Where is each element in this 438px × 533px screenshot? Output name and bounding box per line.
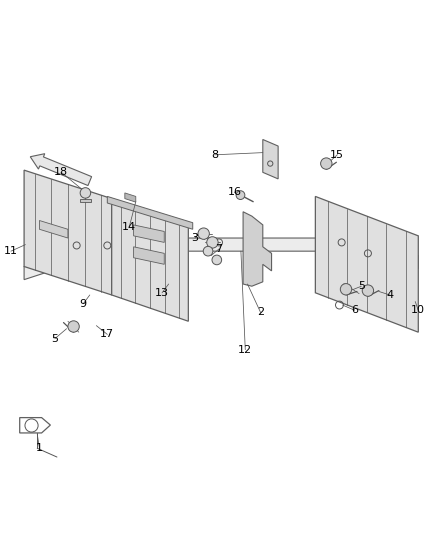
Polygon shape [24, 238, 418, 280]
Polygon shape [24, 170, 112, 295]
Circle shape [198, 228, 209, 239]
Text: 3: 3 [191, 233, 198, 243]
Polygon shape [243, 212, 272, 286]
Text: 4: 4 [386, 290, 393, 300]
Circle shape [212, 255, 222, 265]
Text: 8: 8 [211, 150, 218, 160]
Text: 5: 5 [51, 334, 58, 344]
Polygon shape [112, 199, 188, 321]
Polygon shape [134, 247, 164, 264]
Circle shape [321, 158, 332, 169]
Text: 12: 12 [238, 345, 252, 355]
Polygon shape [39, 221, 68, 238]
Text: 16: 16 [227, 187, 241, 197]
FancyArrow shape [30, 154, 92, 185]
Text: 14: 14 [122, 222, 136, 232]
Text: 2: 2 [257, 308, 264, 318]
Circle shape [340, 284, 352, 295]
Text: 6: 6 [351, 305, 358, 316]
Polygon shape [107, 197, 193, 229]
Text: 18: 18 [54, 167, 68, 177]
Polygon shape [134, 225, 164, 243]
Polygon shape [263, 140, 278, 179]
Text: 15: 15 [330, 150, 344, 160]
Text: 17: 17 [100, 329, 114, 340]
Circle shape [203, 246, 213, 256]
Circle shape [236, 191, 245, 199]
Text: 10: 10 [411, 305, 425, 316]
Circle shape [207, 237, 218, 248]
Text: 9: 9 [80, 298, 87, 309]
Polygon shape [80, 199, 91, 201]
Text: 7: 7 [215, 244, 223, 254]
Circle shape [68, 321, 79, 332]
Text: 13: 13 [155, 288, 169, 298]
Text: 11: 11 [4, 246, 18, 256]
Polygon shape [125, 193, 136, 202]
Text: 5: 5 [358, 281, 365, 291]
Polygon shape [315, 197, 418, 332]
Circle shape [362, 285, 374, 296]
Text: 1: 1 [36, 443, 43, 453]
Circle shape [80, 188, 91, 198]
